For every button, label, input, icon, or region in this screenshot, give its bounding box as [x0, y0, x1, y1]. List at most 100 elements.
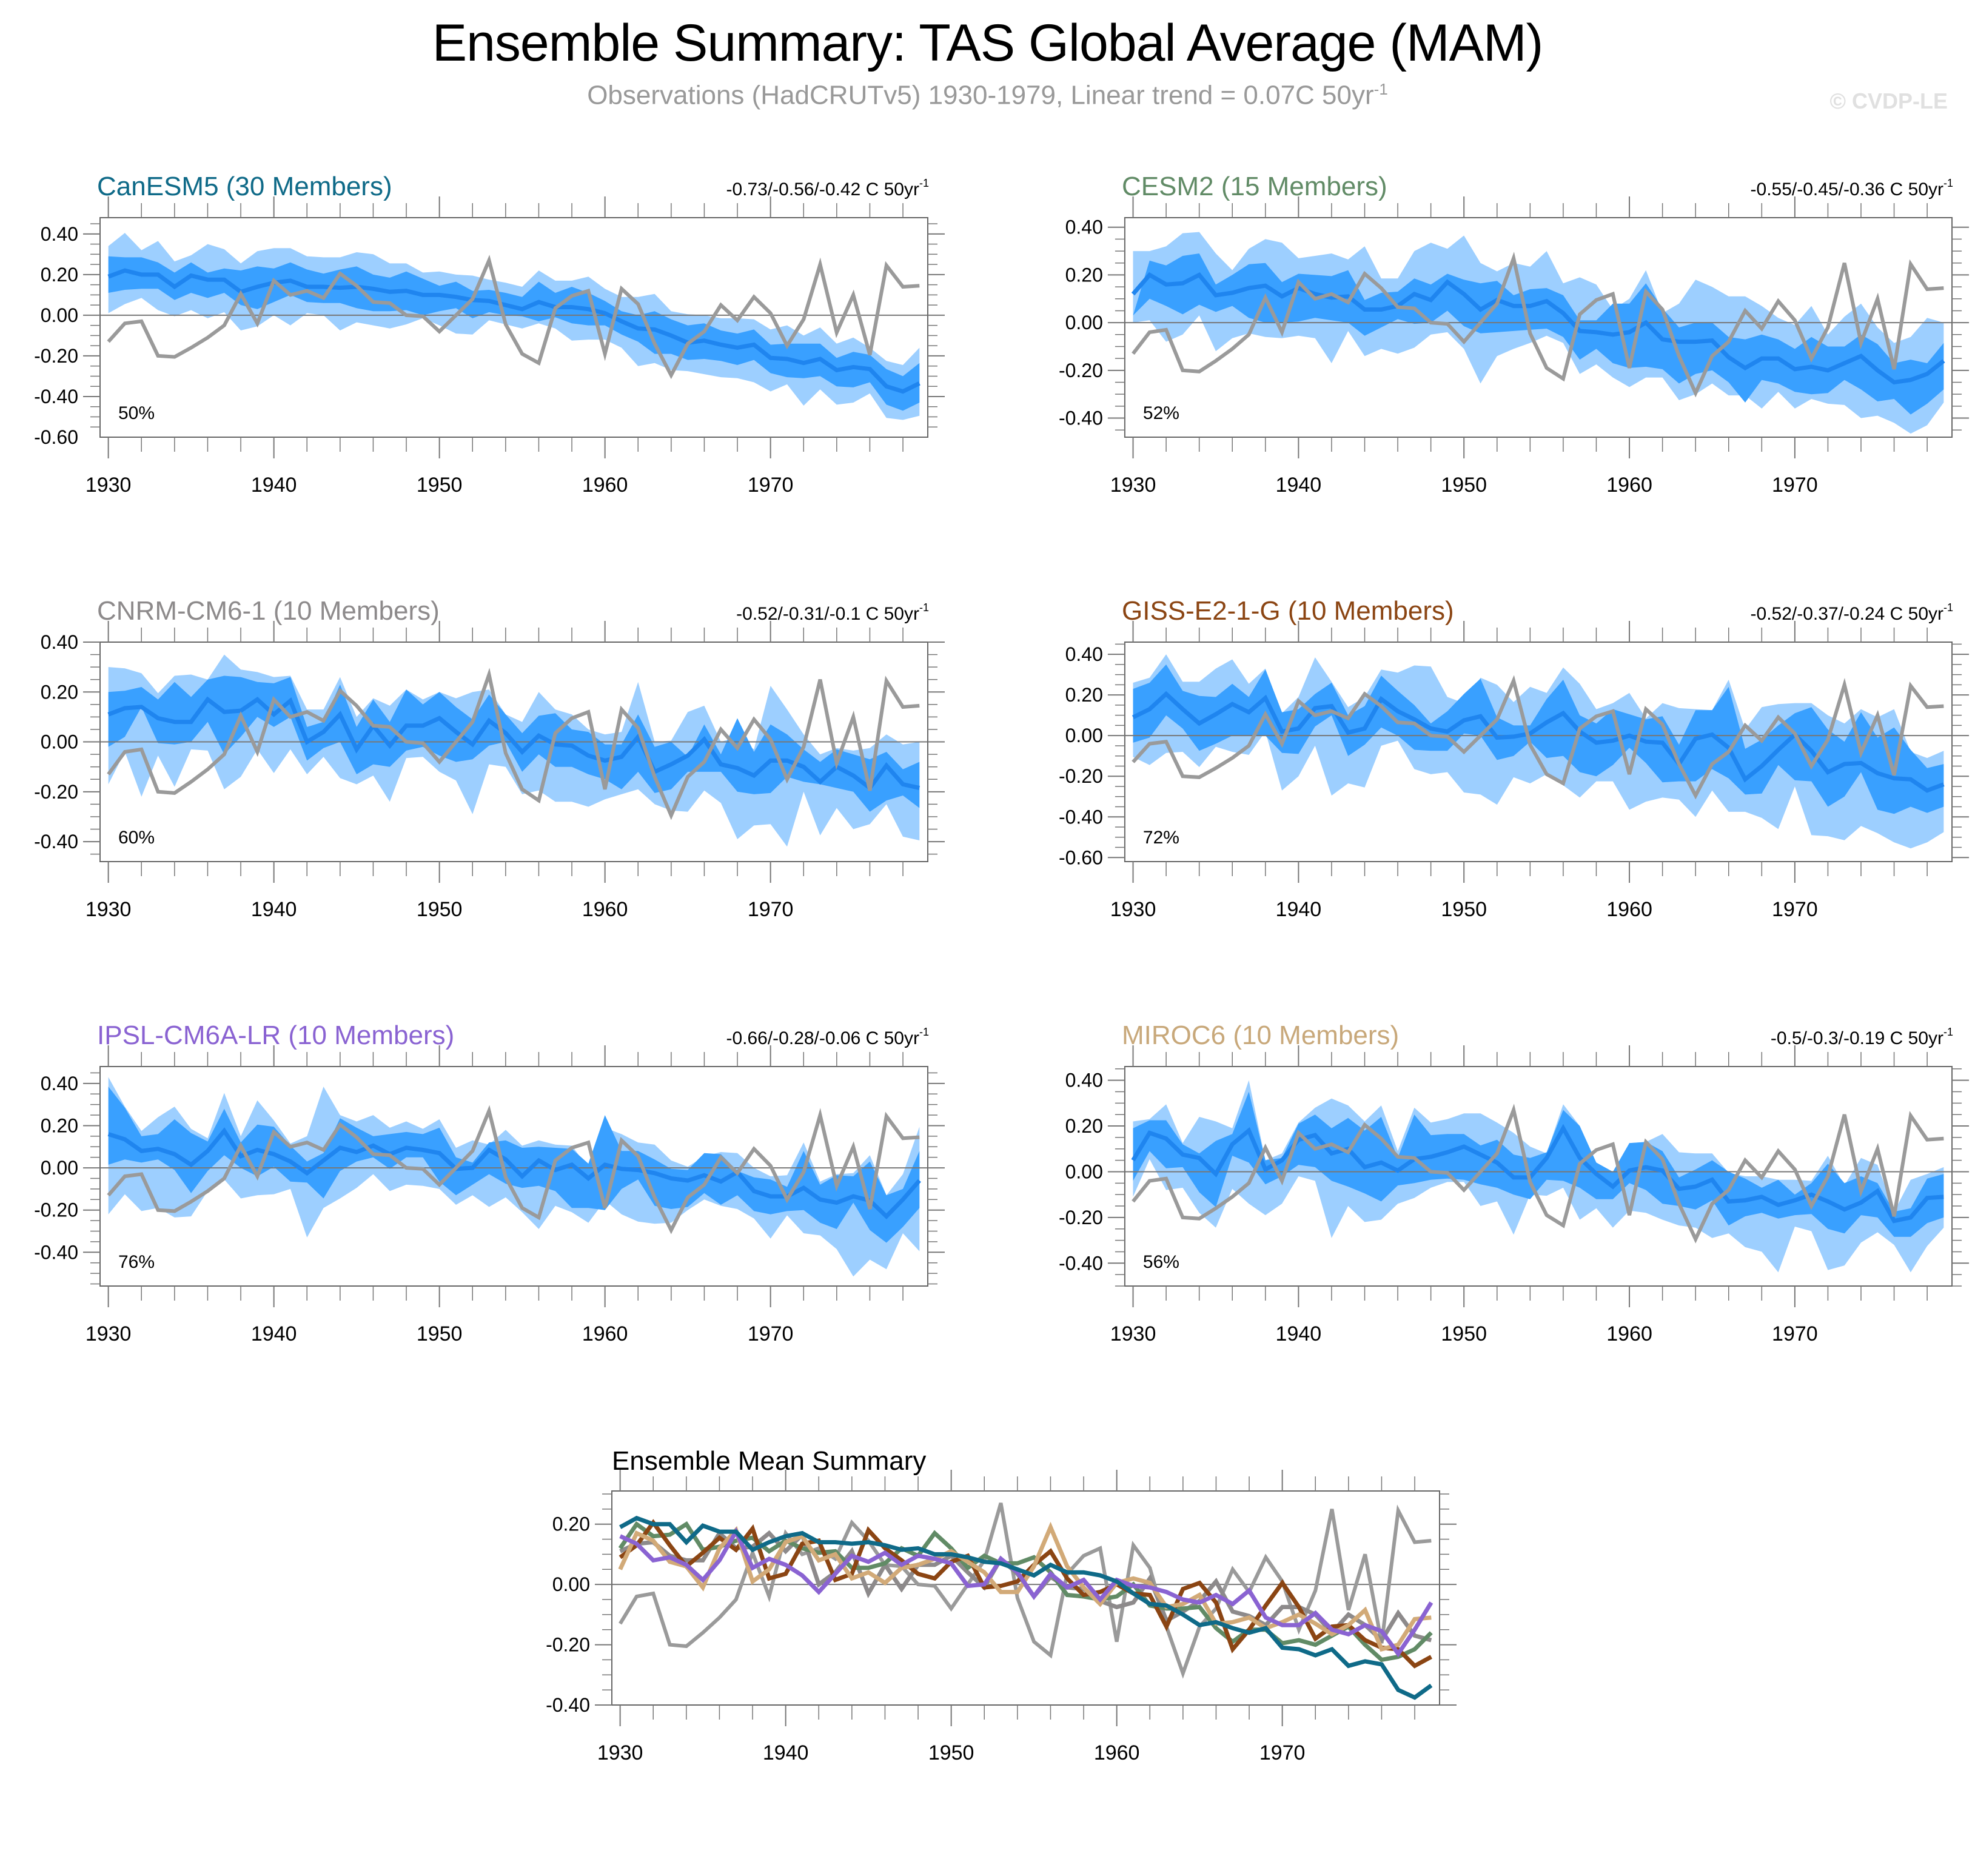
ensemble-mean-line — [107, 268, 920, 394]
x-tick-label: 1940 — [251, 898, 297, 921]
x-tick-label: 1960 — [582, 898, 628, 921]
panel-title: MIROC6 (10 Members) — [1122, 1020, 1399, 1050]
panel-title: Ensemble Mean Summary — [612, 1446, 926, 1476]
y-tick-label: -0.60 — [34, 426, 78, 448]
y-tick-label: -0.40 — [34, 1241, 78, 1263]
y-tick-label: 0.40 — [1065, 1070, 1103, 1091]
panel-canesm5: CanESM5 (30 Members) -0.73/-0.56/-0.42 C … — [34, 172, 945, 497]
y-tick-label: 0.40 — [1065, 216, 1103, 238]
figure-subtitle: Observations (HadCRUTv5) 1930-1979, Line… — [0, 80, 1975, 111]
percent-label: 56% — [1143, 1252, 1179, 1272]
y-tick-label: 0.20 — [41, 264, 78, 286]
y-tick-label: 0.40 — [41, 631, 78, 653]
percent-label: 60% — [118, 828, 155, 848]
ensemble-mean-line — [1131, 272, 1945, 385]
plot-frame — [1124, 1066, 1953, 1287]
x-tick-label: 1950 — [1441, 474, 1487, 497]
y-tick-label: -0.40 — [34, 386, 78, 407]
y-tick-label: 0.40 — [41, 1073, 78, 1094]
x-tick-label: 1940 — [1276, 898, 1322, 921]
x-tick-label: 1930 — [86, 474, 132, 497]
plot-frame — [1124, 642, 1953, 862]
y-tick-label: 0.20 — [1065, 264, 1103, 286]
trend-superscript: -1 — [1943, 601, 1953, 614]
observations-line — [107, 255, 920, 380]
y-tick-label: 0.20 — [41, 681, 78, 703]
panel-title: IPSL-CM6A-LR (10 Members) — [97, 1020, 454, 1050]
trend-superscript: -1 — [1943, 177, 1953, 189]
plot-frame — [99, 217, 928, 438]
x-tick-label: 1950 — [417, 1322, 463, 1345]
y-tick-label: 0.00 — [41, 1157, 78, 1179]
x-tick-label: 1960 — [1606, 898, 1652, 921]
series-line-canesm5 — [619, 1515, 1433, 1700]
y-tick-label: -0.20 — [1059, 360, 1103, 381]
y-tick-label: 0.20 — [1065, 684, 1103, 706]
y-tick-label: -0.40 — [1059, 806, 1103, 828]
y-tick-label: 0.00 — [552, 1573, 590, 1595]
y-tick-label: 0.00 — [1065, 1161, 1103, 1182]
y-tick-label: 0.00 — [41, 304, 78, 326]
inner-percentile-band — [1133, 253, 1944, 415]
x-tick-label: 1950 — [928, 1741, 974, 1764]
y-tick-label: -0.40 — [1059, 1252, 1103, 1274]
inner-percentile-band — [108, 256, 920, 411]
plot-frame — [99, 642, 928, 862]
x-tick-label: 1960 — [582, 474, 628, 497]
plot-frame — [611, 1490, 1440, 1706]
x-tick-label: 1950 — [417, 898, 463, 921]
ensemble-mean-line — [1132, 691, 1945, 793]
panel-ensemble-mean-summary: Ensemble Mean Summary -0.40 -0.20 0.00 0.20 1… — [546, 1446, 1457, 1764]
y-tick-label: -0.20 — [1059, 765, 1103, 787]
trend-superscript: -1 — [919, 1026, 929, 1038]
trend-label: -0.55/-0.45/-0.36 C 50yr-1 — [1751, 177, 1954, 199]
percent-label: 52% — [1143, 403, 1179, 423]
trend-label: -0.73/-0.56/-0.42 C 50yr-1 — [726, 177, 929, 199]
x-tick-label: 1950 — [417, 474, 463, 497]
x-tick-label: 1940 — [251, 474, 297, 497]
outer-percentile-band — [1133, 232, 1944, 434]
y-tick-label: 0.40 — [41, 223, 78, 245]
observations-line — [1132, 252, 1944, 398]
trend-label: -0.52/-0.37/-0.24 C 50yr-1 — [1751, 601, 1954, 624]
inner-percentile-band — [1133, 664, 1944, 814]
panel-cesm2: CESM2 (15 Members) -0.55/-0.45/-0.36 C 50… — [1059, 172, 1970, 497]
y-tick-label: -0.20 — [34, 345, 78, 367]
x-tick-label: 1940 — [763, 1741, 809, 1764]
panel-ipsl-cm6a-lr: IPSL-CM6A-LR (10 Members) -0.66/-0.28/-0.… — [34, 1020, 945, 1345]
y-tick-label: -0.20 — [1059, 1207, 1103, 1228]
panel-title: CNRM-CM6-1 (10 Members) — [97, 596, 440, 626]
x-tick-label: 1950 — [1441, 1322, 1487, 1345]
x-tick-label: 1930 — [86, 898, 132, 921]
x-tick-label: 1970 — [1772, 474, 1818, 497]
trend-label: -0.5/-0.3/-0.19 C 50yr-1 — [1771, 1026, 1953, 1048]
x-tick-label: 1950 — [1441, 898, 1487, 921]
y-tick-label: 0.00 — [41, 731, 78, 753]
x-tick-label: 1930 — [597, 1741, 643, 1764]
y-tick-label: 0.20 — [1065, 1115, 1103, 1137]
x-tick-label: 1940 — [1276, 474, 1322, 497]
y-tick-label: 0.00 — [1065, 725, 1103, 746]
panel-cnrm-cm6-1: CNRM-CM6-1 (10 Members) -0.52/-0.31/-0.1 … — [34, 596, 945, 921]
x-tick-label: 1960 — [1606, 474, 1652, 497]
y-tick-label: 0.20 — [552, 1513, 590, 1535]
series-line-observations — [619, 1502, 1432, 1679]
y-tick-label: -0.20 — [34, 1199, 78, 1221]
x-tick-label: 1970 — [1259, 1741, 1306, 1764]
x-tick-label: 1930 — [1110, 1322, 1156, 1345]
x-tick-label: 1940 — [251, 1322, 297, 1345]
plot-frame — [1124, 217, 1953, 438]
observations-line — [107, 1105, 920, 1234]
panel-title: CESM2 (15 Members) — [1122, 172, 1387, 201]
figure-title: Ensemble Summary: TAS Global Average (MA… — [432, 14, 1544, 72]
x-tick-label: 1960 — [1094, 1741, 1140, 1764]
series-line-ipsl-cm6a-lr — [619, 1527, 1433, 1658]
ensemble-mean-line — [107, 696, 920, 791]
y-tick-label: -0.40 — [546, 1694, 590, 1716]
trend-superscript: -1 — [919, 601, 929, 614]
percent-label: 76% — [118, 1252, 155, 1272]
x-tick-label: 1930 — [86, 1322, 132, 1345]
x-tick-label: 1960 — [1606, 1322, 1652, 1345]
x-tick-label: 1970 — [1772, 1322, 1818, 1345]
y-tick-label: -0.60 — [1059, 846, 1103, 868]
